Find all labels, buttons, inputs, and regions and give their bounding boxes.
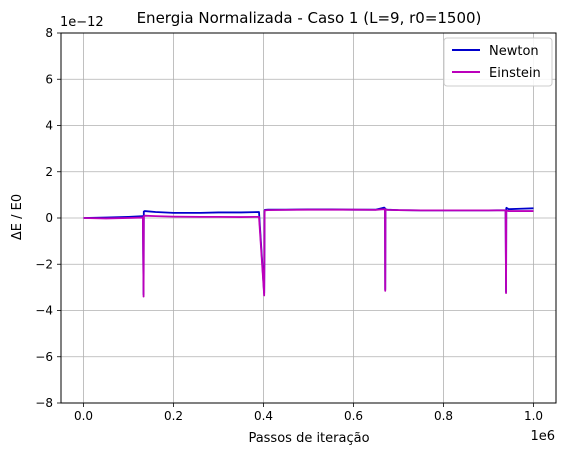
x-tick-label: 1.0 <box>524 409 543 423</box>
x-tick-label: 0.0 <box>74 409 93 423</box>
y-tick-label: 2 <box>45 165 53 179</box>
legend-label-newton: Newton <box>489 44 539 59</box>
y-axis-offset-label: 1e−12 <box>60 15 104 30</box>
legend-label-einstein: Einstein <box>489 66 541 81</box>
y-tick-label: 4 <box>45 119 53 133</box>
y-tick-label: −8 <box>35 396 53 410</box>
x-tick-label: 0.4 <box>254 409 273 423</box>
y-tick-label: −2 <box>35 257 53 271</box>
y-axis-label: ΔE / E0 <box>10 194 25 240</box>
x-tick-label: 0.2 <box>164 409 183 423</box>
y-tick-label: −6 <box>35 350 53 364</box>
x-tick-label: 0.6 <box>344 409 363 423</box>
y-tick-label: 8 <box>45 26 53 40</box>
y-tick-label: 0 <box>45 211 53 225</box>
y-tick-label: −4 <box>35 304 53 318</box>
series-line-einstein <box>83 208 534 298</box>
x-axis-label: Passos de iteração <box>248 431 369 446</box>
x-tick-label: 0.8 <box>434 409 453 423</box>
plot-series <box>83 206 534 298</box>
x-axis-ticks: 0.0 0.2 0.4 0.6 0.8 1.0 <box>74 403 543 423</box>
legend: Newton Einstein <box>443 37 553 87</box>
chart-title: Energia Normalizada - Caso 1 (L=9, r0=15… <box>137 9 482 27</box>
y-tick-label: 6 <box>45 72 53 86</box>
x-axis-offset-label: 1e6 <box>530 429 555 444</box>
y-axis-ticks: −8 −6 −4 −2 0 2 4 6 8 <box>35 26 61 410</box>
